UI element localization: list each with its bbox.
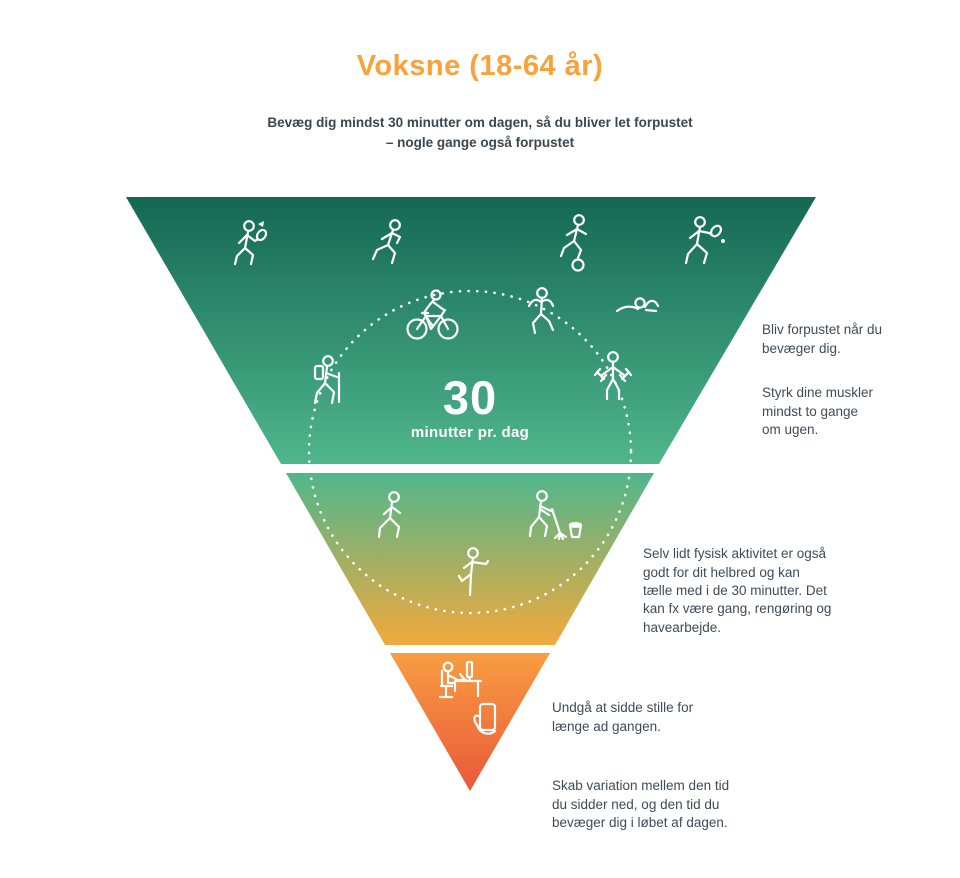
annotation-text: Bliv forpustet når du bevæger dig. [762,322,883,356]
pyramid-section-sedentary [390,653,550,791]
annotation-text: Selv lidt fysisk aktivitet er også godt … [643,546,832,635]
tennis-icon [684,216,725,265]
hiking-icon [313,355,341,405]
minutes-value: 30 [442,371,498,424]
walking-icon [377,491,402,539]
badminton-icon [233,220,268,266]
subtitle: Bevæg dig mindst 30 minutter om dagen, s… [267,115,693,150]
running-icon [371,219,402,265]
dancing-icon [527,287,555,335]
page-title: Voksne (18-64 år) [356,50,604,82]
annotation-high-activity: Bliv forpustet når du bevæger dig. Styrk… [762,303,937,458]
annotation-text: Styrk dine muskler mindst to gange om ug… [762,385,874,438]
annotation-text: Skab variation mellem den tid du sidder … [552,778,730,831]
annotation-sedentary: Undgå at sidde stille for længe ad gange… [552,681,802,851]
annotation-light-activity: Selv lidt fysisk aktivitet er også godt … [643,527,888,656]
pyramid-section-high-activity [126,197,816,464]
phone-use-icon [473,702,497,735]
strength-training-icon [593,351,633,401]
swimming-icon [615,297,660,313]
desk-sitting-icon [438,660,483,699]
cycling-icon [406,289,459,340]
balance-exercise-icon [457,547,490,597]
minutes-unit: minutter pr. dag [410,424,530,441]
football-icon [559,214,588,272]
daily-minutes-label: 30 minutter pr. dag [370,374,570,441]
annotation-text: Undgå at sidde stille for længe ad gange… [552,700,694,734]
gardening-icon [528,490,583,541]
pyramid-section-light-activity [286,473,654,645]
dashed-circle [307,289,633,615]
